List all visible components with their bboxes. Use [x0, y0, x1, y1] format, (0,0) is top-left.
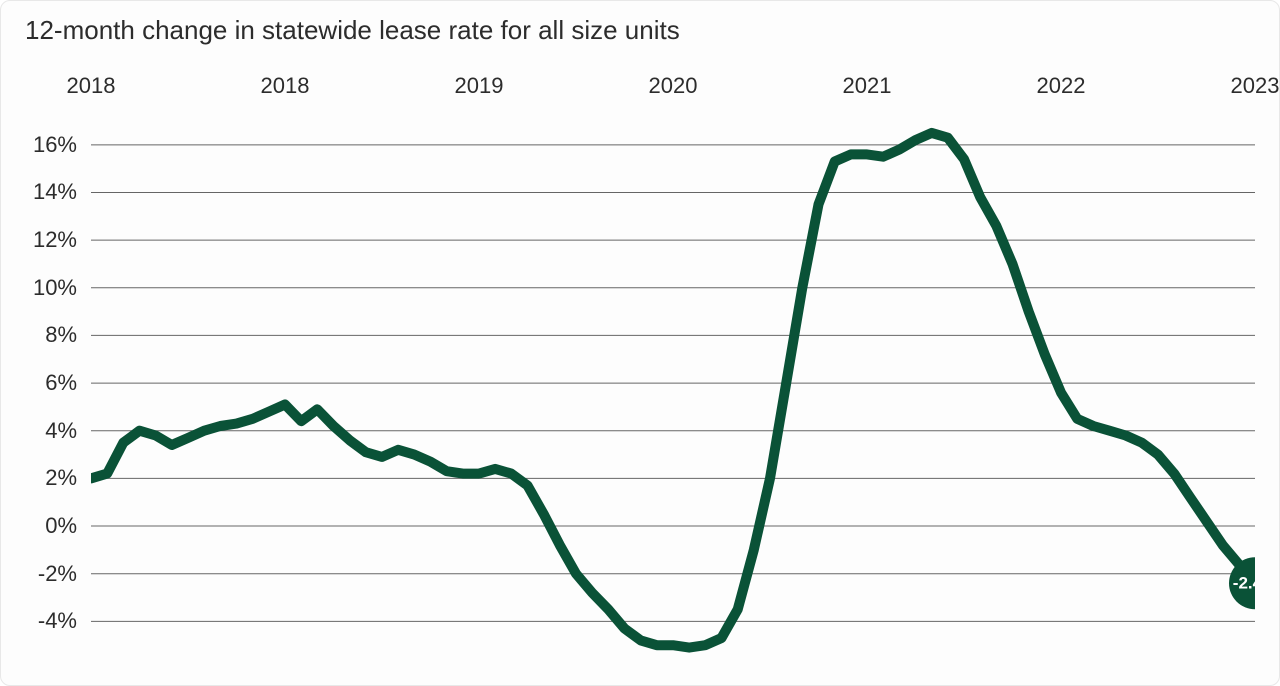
end-marker: -2.4%: [1229, 557, 1255, 609]
y-tick-label: 6%: [45, 370, 77, 396]
x-tick-label: 2021: [843, 73, 892, 99]
y-axis-labels: -4% -2% 0% 2% 4% 6% 8% 10% 12% 14% 16%: [1, 121, 77, 669]
x-tick-label: 2019: [455, 73, 504, 99]
x-axis-labels: 2018201820192020202120222023: [91, 73, 1255, 103]
y-tick-label: 12%: [33, 227, 77, 253]
y-tick-label: -4%: [38, 608, 77, 634]
y-tick-label: 16%: [33, 132, 77, 158]
x-tick-label: 2023: [1231, 73, 1280, 99]
end-marker-label: -2.4%: [1233, 574, 1255, 593]
chart-title: 12-month change in statewide lease rate …: [25, 15, 680, 46]
y-tick-label: 8%: [45, 322, 77, 348]
y-tick-label: 14%: [33, 179, 77, 205]
y-tick-label: 10%: [33, 275, 77, 301]
y-tick-label: 0%: [45, 513, 77, 539]
x-tick-label: 2022: [1037, 73, 1086, 99]
gridlines: [91, 145, 1255, 622]
lease-rate-line: [91, 133, 1255, 648]
chart-container: 12-month change in statewide lease rate …: [0, 0, 1280, 686]
x-tick-label: 2018: [67, 73, 116, 99]
y-tick-label: 4%: [45, 418, 77, 444]
x-tick-label: 2018: [261, 73, 310, 99]
plot-area: -2.4%: [91, 121, 1255, 669]
y-tick-label: -2%: [38, 561, 77, 587]
y-tick-label: 2%: [45, 465, 77, 491]
x-tick-label: 2020: [649, 73, 698, 99]
